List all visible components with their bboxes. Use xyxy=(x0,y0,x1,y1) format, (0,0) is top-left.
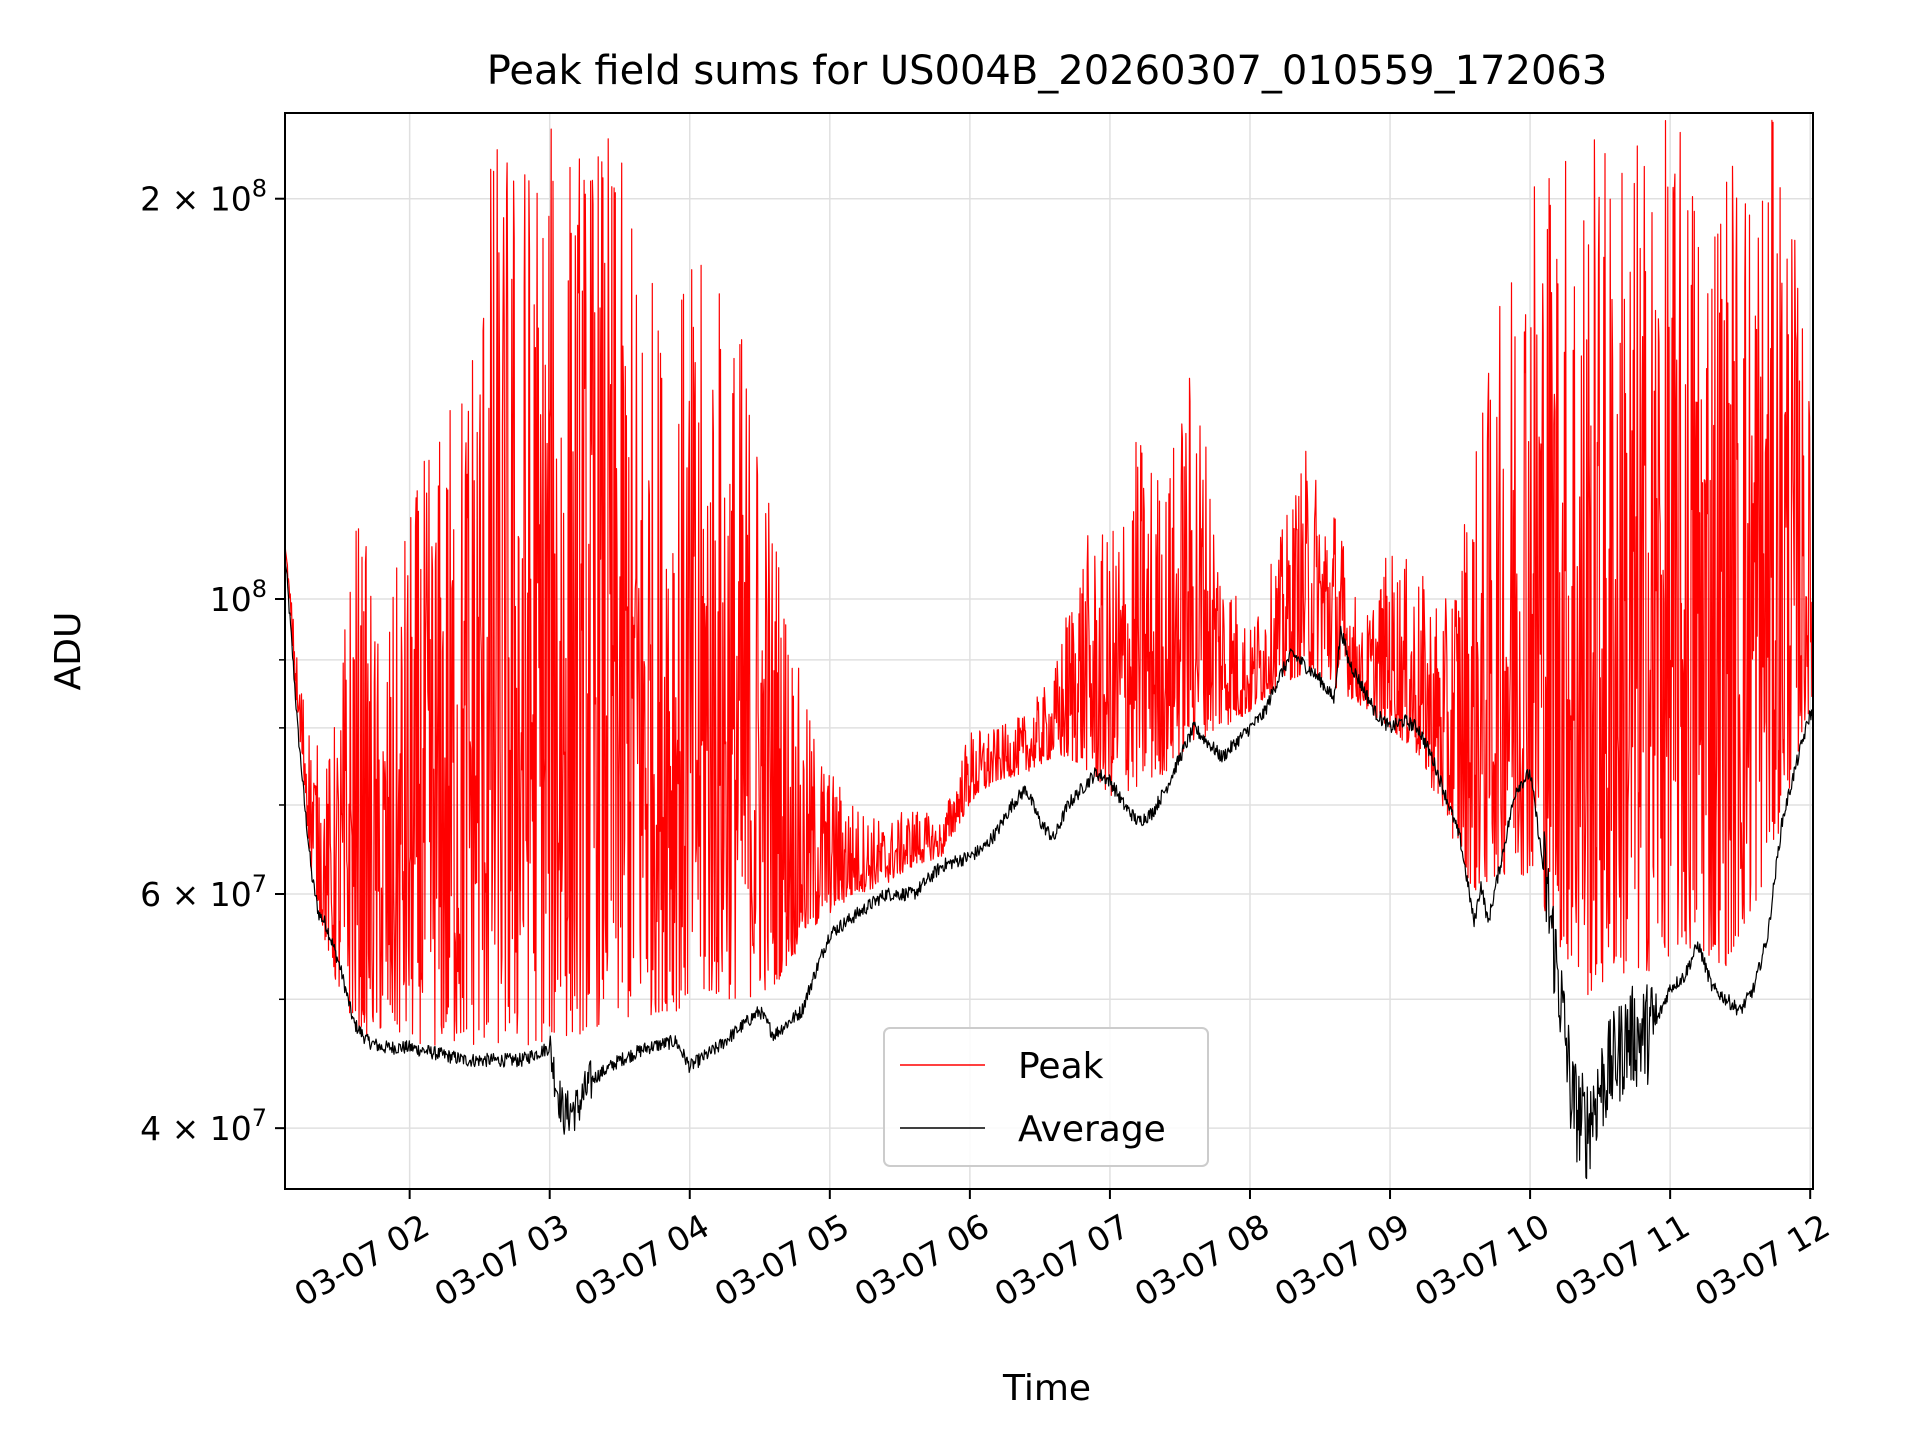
legend-average-label: Average xyxy=(1018,1109,1166,1150)
y-tick-label: 2 × 108 xyxy=(140,175,267,219)
legend: Peak Average xyxy=(883,1027,1209,1167)
x-tick-label: 03-07 09 xyxy=(1268,1206,1416,1314)
x-tick-label: 03-07 02 xyxy=(288,1206,436,1314)
plot-series xyxy=(284,119,1814,1180)
y-tick-base: 10 xyxy=(210,580,252,619)
series-peak-line xyxy=(284,119,1814,1046)
x-tick-label: 03-07 05 xyxy=(708,1206,856,1314)
y-tick-base: 2 × 10 xyxy=(140,180,252,219)
x-tick-label: 03-07 11 xyxy=(1548,1206,1696,1314)
x-tick-label: 03-07 03 xyxy=(428,1206,576,1314)
y-tick-label: 6 × 107 xyxy=(140,870,267,914)
x-axis-label: Time xyxy=(1002,1368,1091,1409)
legend-box xyxy=(883,1027,1209,1167)
x-tick-label: 03-07 12 xyxy=(1688,1206,1836,1314)
y-tick-base: 6 × 10 xyxy=(140,875,252,914)
x-tick-label: 03-07 10 xyxy=(1408,1206,1556,1314)
y-tick-exponent: 7 xyxy=(252,870,267,898)
y-axis-label: ADU xyxy=(48,612,89,691)
x-tick-label: 03-07 07 xyxy=(988,1206,1136,1314)
axes-frame xyxy=(284,112,1814,1190)
y-tick-base: 4 × 10 xyxy=(140,1109,252,1148)
x-tick-label: 03-07 06 xyxy=(848,1206,996,1314)
legend-peak-label: Peak xyxy=(1018,1046,1104,1087)
y-tick-exponent: 8 xyxy=(252,175,267,203)
y-tick-exponent: 8 xyxy=(252,575,267,603)
y-tick-label: 108 xyxy=(210,575,267,619)
x-tick-label: 03-07 08 xyxy=(1128,1206,1276,1314)
x-tick-label: 03-07 04 xyxy=(568,1206,716,1314)
chart-title: Peak field sums for US004B_20260307_0105… xyxy=(487,48,1608,94)
series-average-line xyxy=(284,552,1814,1180)
y-tick-label: 4 × 107 xyxy=(140,1104,267,1148)
y-tick-exponent: 7 xyxy=(252,1104,267,1132)
